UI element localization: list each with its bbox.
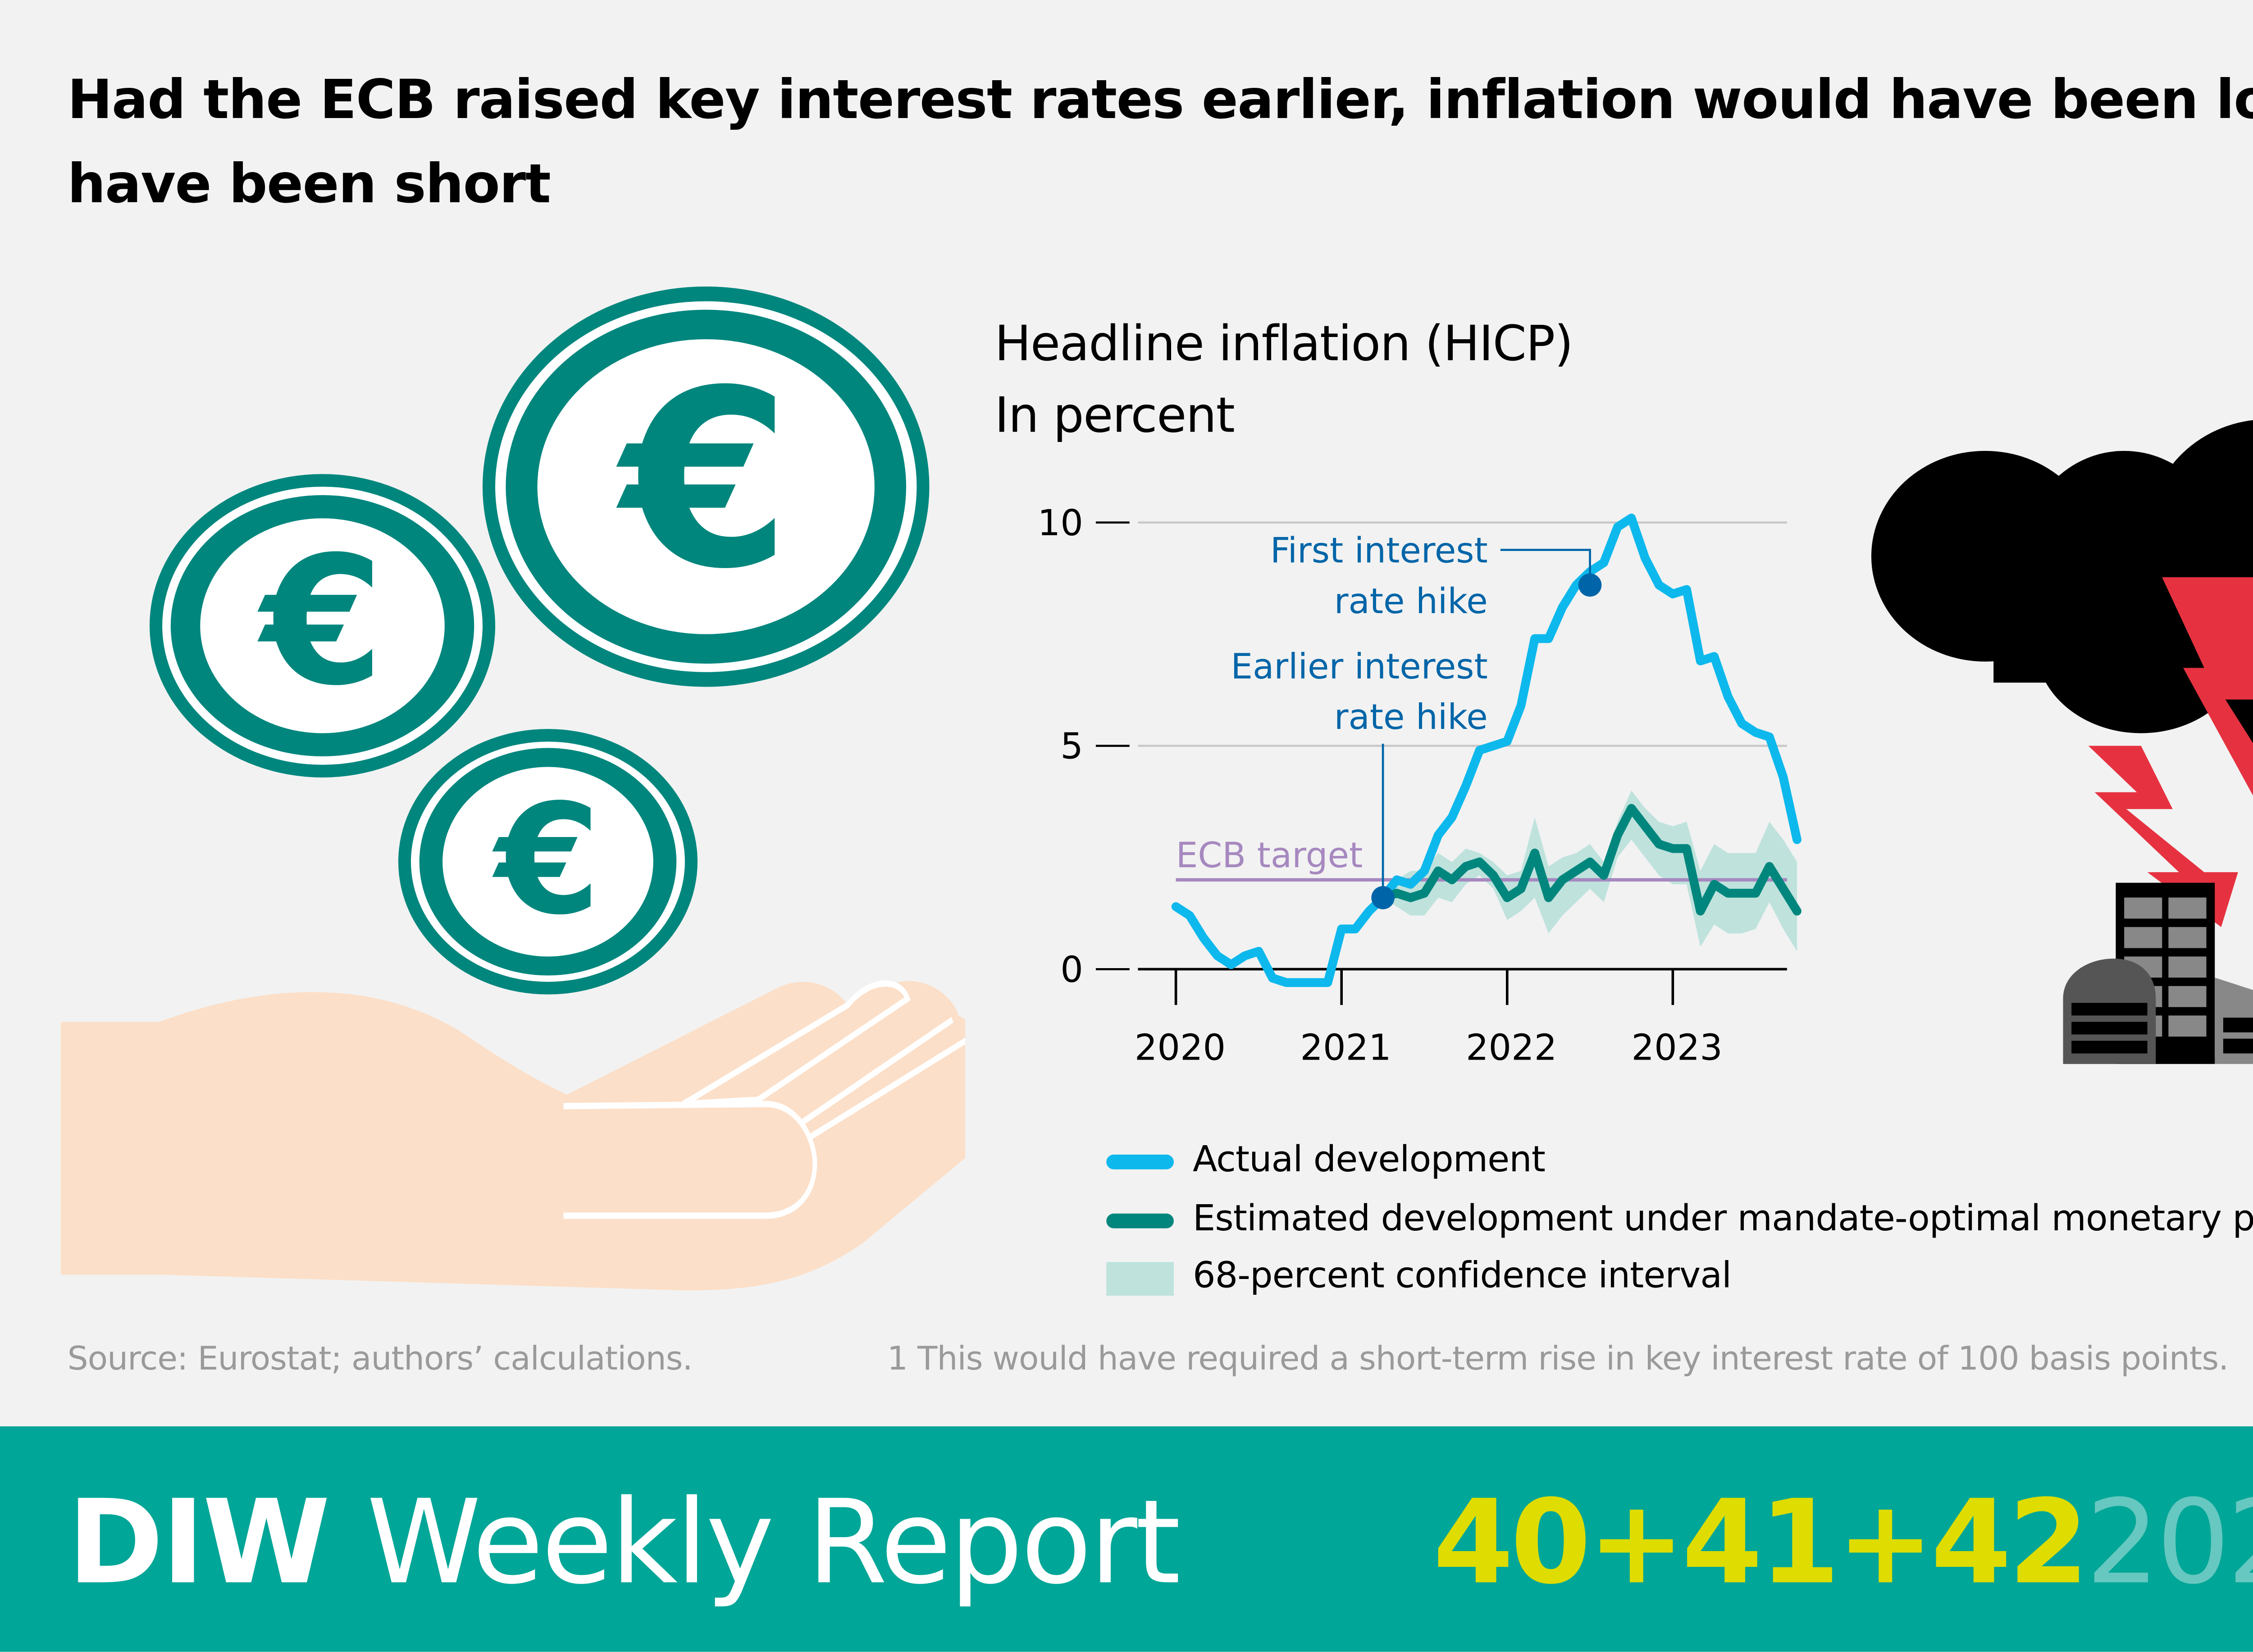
svg-text:€: €: [490, 772, 601, 948]
y-tick-label: 10: [1038, 502, 1083, 544]
x-tick-label: 2022: [1466, 1026, 1557, 1068]
branding-band: [0, 1426, 2253, 1652]
legend-label: 68-percent confidence interval: [1193, 1256, 1732, 1298]
svg-text:€: €: [255, 518, 384, 724]
page-title: Had the ECB raised key interest rates ea…: [67, 69, 2253, 217]
first-hike-label: rate hike: [1334, 581, 1488, 622]
earlier-hike-label: rate hike: [1334, 697, 1488, 737]
actual-series-line: [1171, 514, 1801, 987]
legend-item-actual: Actual development: [1106, 1133, 2253, 1192]
footnote: 1 This would have required a short-term …: [887, 1340, 2229, 1378]
hand-with-euro-coins-icon: € € €: [60, 287, 965, 1291]
first-hike-marker: [1578, 573, 1602, 597]
brand-diw: DIW: [67, 1475, 331, 1610]
chart-legend: Actual development Estimated development…: [1106, 1133, 2253, 1307]
estimated-series-line: [1378, 804, 1801, 916]
x-tick-label: 2020: [1135, 1026, 1226, 1068]
legend-label: Estimated development under mandate-opti…: [1193, 1197, 2253, 1240]
inflation-chart-title: Headline inflation (HICP): [994, 318, 1573, 373]
legend-label: Actual development: [1193, 1140, 1546, 1182]
legend-item-band: 68-percent confidence interval: [1106, 1249, 2253, 1307]
earlier-hike-label: Earlier interest: [1231, 646, 1487, 687]
first-hike-leader: [1500, 549, 1591, 585]
issue-year: 2024: [2085, 1475, 2253, 1610]
earlier-hike-marker: [1371, 886, 1395, 910]
brand-weekly-report: Weekly Report: [366, 1475, 1181, 1610]
first-hike-label: First interest: [1270, 531, 1488, 571]
inflation-chart: 0 5 10 2020 2021 2022 2023 ECB target Earlier in…: [1038, 502, 1801, 1068]
source-note: Source: Eurostat; authors’ calculations.: [67, 1340, 693, 1378]
legend-swatch-band: [1106, 1261, 1174, 1296]
x-tick-label: 2021: [1300, 1026, 1391, 1068]
svg-text:€: €: [613, 337, 791, 622]
y-tick-label: 5: [1060, 725, 1083, 767]
confidence-band: [1383, 790, 1797, 951]
euro-coin-icon: €: [150, 474, 496, 778]
legend-swatch-actual: [1106, 1155, 1174, 1170]
x-tick-label: 2023: [1632, 1026, 1723, 1068]
storm-cloud-lightning-factory-icon: [1871, 420, 2253, 1064]
legend-item-estimated: Estimated development under mandate-opti…: [1106, 1192, 2253, 1250]
issue-label: 40+41+422024: [1433, 1475, 2253, 1610]
issue-numbers: 40+41+42: [1433, 1475, 2089, 1610]
y-tick-label: 0: [1060, 948, 1083, 990]
legend-swatch-estimated: [1106, 1213, 1174, 1228]
euro-coin-icon: €: [398, 729, 698, 995]
ecb-target-label: ECB target: [1176, 835, 1363, 876]
publication-name: DIW Weekly Report: [67, 1475, 1181, 1610]
inflation-chart-subtitle: In percent: [994, 390, 1235, 445]
euro-coin-icon: €: [482, 287, 930, 687]
